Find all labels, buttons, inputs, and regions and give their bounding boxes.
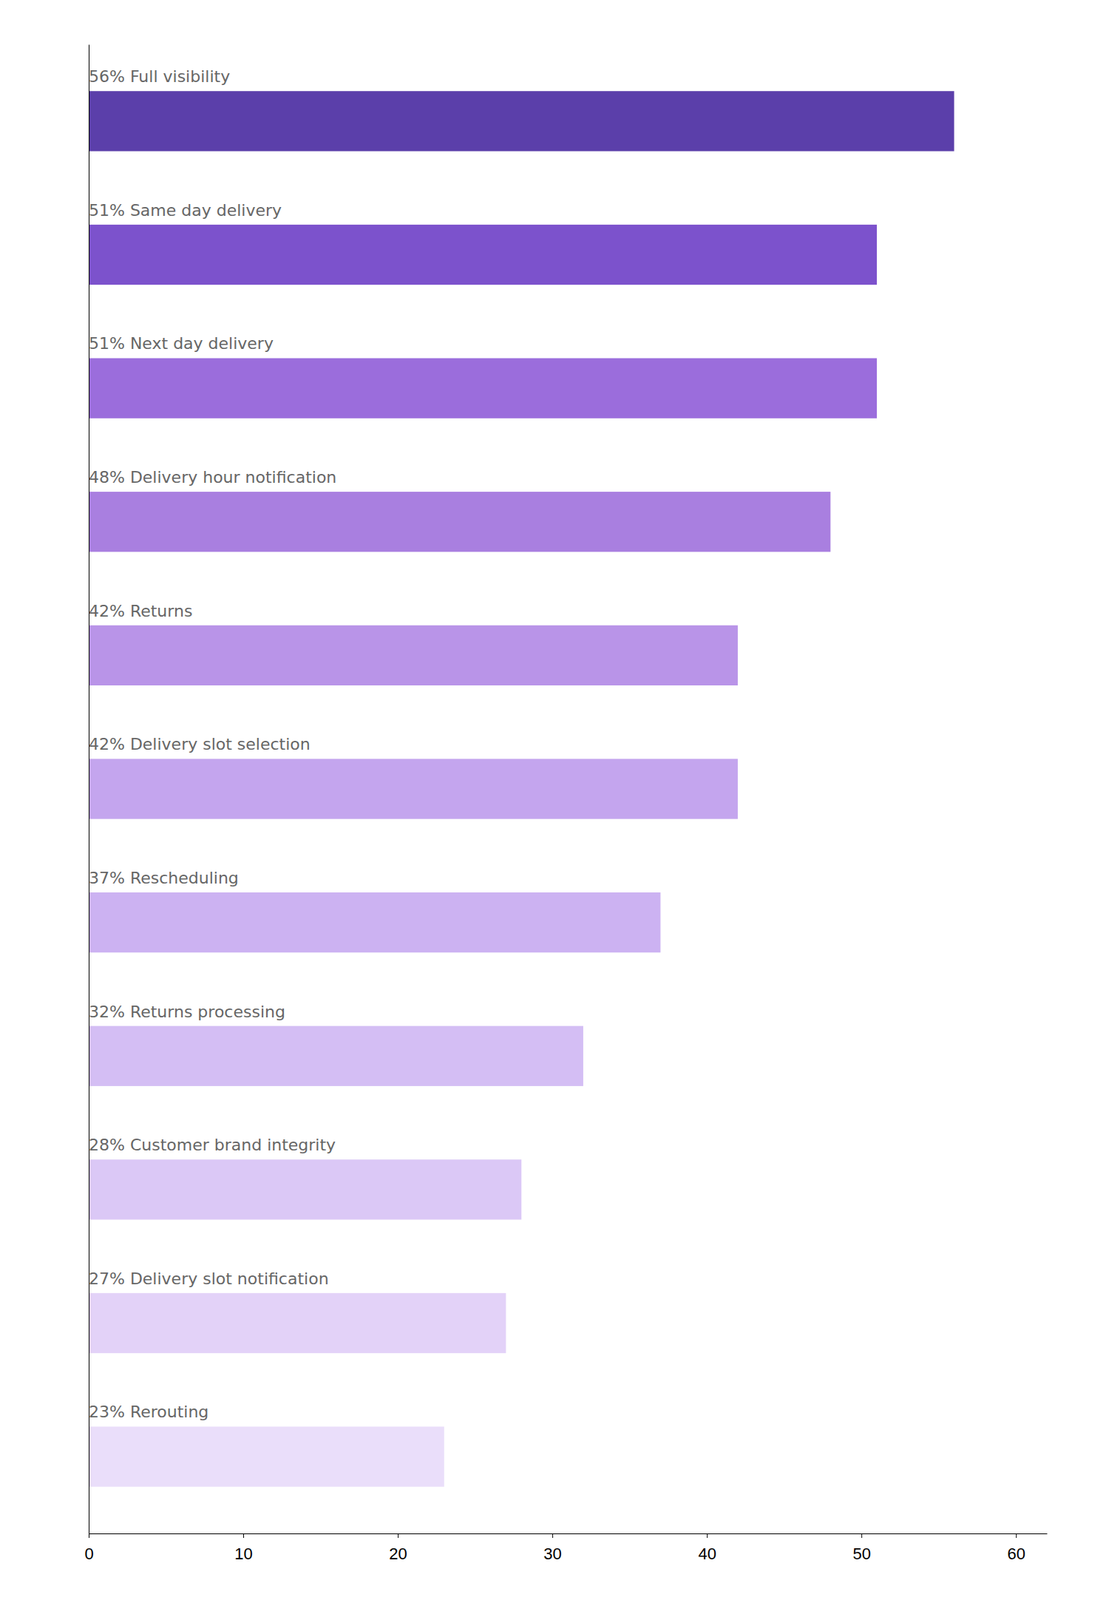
bar [88,1159,522,1220]
bar [88,625,738,686]
x-tick-label: 30 [543,1544,562,1563]
category-label: 48% Delivery hour notification [88,467,337,487]
bar [88,224,877,285]
x-tick-mark [1015,1533,1017,1538]
x-tick: 30 [543,1533,562,1563]
y-axis-line [88,45,90,1535]
plot: 56% Full visibility 51% Same day delivery… [84,45,1047,1564]
bar [88,357,877,418]
chart: 56% Full visibility 51% Same day delivery… [0,0,1106,1600]
x-tick-mark [706,1533,708,1538]
x-tick-mark [552,1533,553,1538]
category-label: 51% Same day delivery [88,201,282,220]
x-tick: 50 [852,1533,871,1563]
bar [88,491,831,552]
x-tick-mark [397,1533,399,1538]
x-tick: 10 [234,1533,253,1563]
x-tick: 40 [697,1533,716,1563]
category-label: 56% Full visibility [88,67,230,86]
x-tick-mark [861,1533,863,1538]
x-tick: 20 [388,1533,407,1563]
bar [88,90,955,151]
bars [88,90,955,1487]
x-tick: 0 [84,1533,94,1563]
category-label: 37% Rescheduling [88,868,239,888]
category-label: 51% Next day delivery [88,334,274,353]
bar [88,1026,584,1087]
bar [88,892,661,953]
category-label: 23% Rerouting [88,1402,209,1421]
x-tick-label: 20 [388,1544,407,1563]
x-tick-label: 60 [1006,1544,1025,1563]
bar [88,1426,445,1487]
category-label: 42% Returns [88,601,193,621]
category-label: 27% Delivery slot notification [88,1269,329,1288]
y-axis [88,45,90,1535]
category-labels: 56% Full visibility 51% Same day delivery… [88,67,337,1421]
x-axis-line [89,1533,1048,1535]
x-tick-label: 10 [234,1544,253,1563]
bar [88,1293,506,1353]
x-tick-mark [88,1533,90,1538]
x-tick-label: 0 [84,1544,94,1563]
x-tick-label: 40 [697,1544,716,1563]
bar [88,758,738,819]
x-tick-mark [243,1533,244,1538]
category-label: 32% Returns processing [88,1002,286,1021]
x-tick-label: 50 [852,1544,871,1563]
x-tick: 60 [1006,1533,1025,1563]
category-label: 28% Customer brand integrity [88,1135,336,1155]
x-axis: 0 10 20 30 40 50 60 [84,1533,1047,1563]
category-label: 42% Delivery slot selection [88,734,311,754]
